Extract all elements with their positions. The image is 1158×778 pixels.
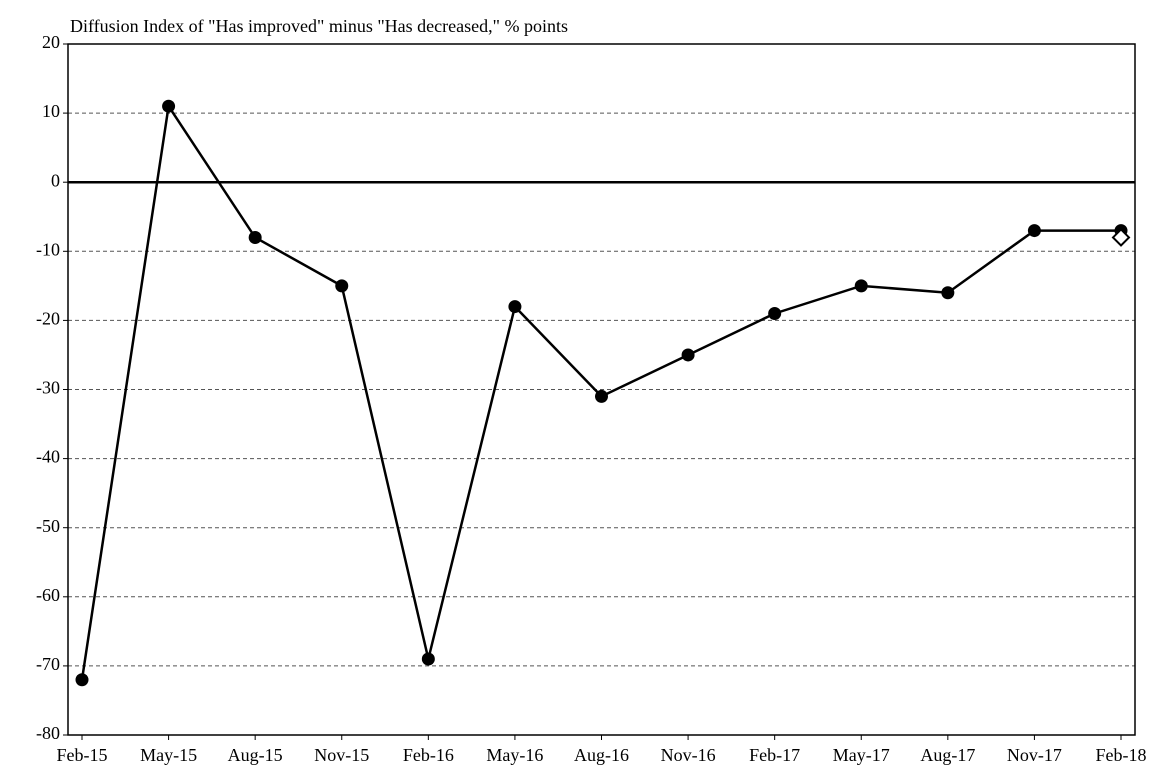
y-axis-label: Diffusion Index of "Has improved" minus … [70,16,568,36]
point [595,389,608,403]
y-tick-label: -70 [36,654,60,674]
point [75,673,89,687]
diamond-marker [1111,228,1131,247]
y-tick-label: -30 [36,378,60,398]
y-tick-label: -80 [36,723,60,743]
x-tick-label: Feb-16 [403,745,454,765]
point [1027,224,1041,238]
y-tick-label: 10 [42,101,60,121]
point [248,230,262,244]
point [768,306,782,320]
x-tick-label: May-17 [833,745,890,765]
x-tick-label: Nov-16 [661,745,716,765]
y-tick-label: -20 [36,309,60,329]
point [162,99,176,113]
x-tick-label: May-16 [486,745,543,765]
point [508,300,522,314]
y-tick-label: -60 [36,585,60,605]
x-tick-label: Feb-15 [57,745,108,765]
point [681,348,695,362]
y-tick-label: 0 [51,170,60,190]
point [335,279,349,293]
point [941,286,955,300]
x-tick-label: Aug-15 [228,745,283,765]
x-tick-label: Nov-17 [1007,745,1062,765]
x-tick-label: Aug-17 [920,745,975,765]
point [421,652,435,666]
y-tick-label: 20 [42,32,60,52]
x-tick-label: Aug-16 [574,745,629,765]
x-tick-label: Feb-18 [1096,745,1147,765]
point [854,279,868,293]
y-tick-label: -40 [36,447,60,467]
y-tick-label: -10 [36,239,60,259]
x-tick-label: Nov-15 [314,745,369,765]
x-tick-label: May-15 [140,745,197,765]
x-tick-label: Feb-17 [749,745,800,765]
y-tick-label: -50 [36,516,60,536]
